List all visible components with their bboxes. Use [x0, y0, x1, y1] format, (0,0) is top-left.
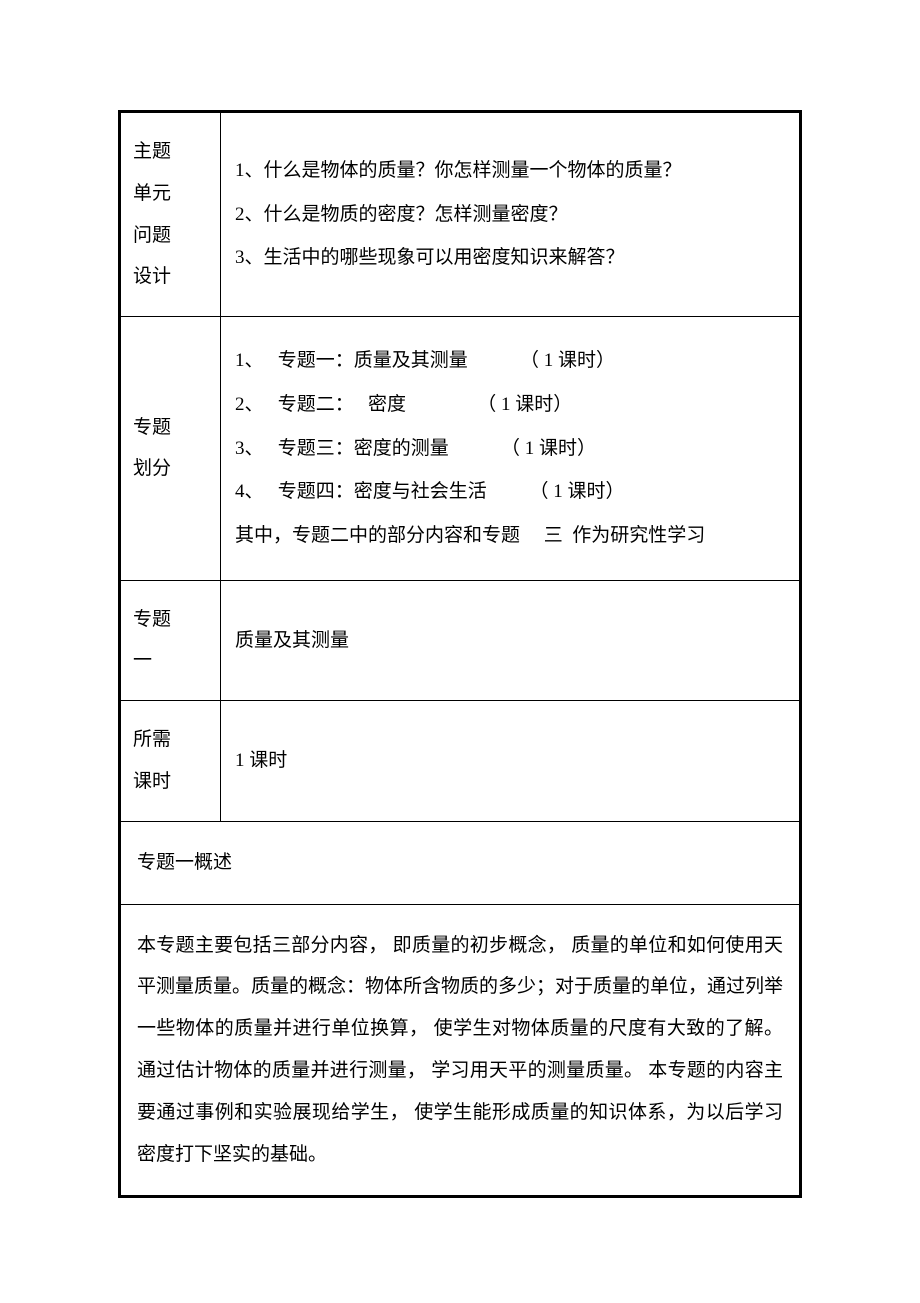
- row-unit-questions: 主题 单元 问题 设计 1、什么是物体的质量？你怎样测量一个物体的质量？ 2、什…: [121, 113, 799, 317]
- content-topic-one: 质量及其测量: [221, 581, 799, 701]
- label-text: 设计: [133, 256, 208, 298]
- label-text: 课时: [133, 761, 208, 803]
- question-item: 2、什么是物质的密度？怎样测量密度？: [235, 193, 781, 237]
- topic-item: 3、 专题三：密度的测量 （ 1 课时）: [235, 427, 781, 471]
- label-text: 所需: [133, 719, 208, 761]
- label-text: 专题: [133, 407, 208, 449]
- overview-body: 本专题主要包括三部分内容， 即质量的初步概念， 质量的单位和如何使用天平测量质量…: [121, 905, 799, 1196]
- topic-note: 其中，专题二中的部分内容和专题 三 作为研究性学习: [235, 514, 781, 558]
- topic-item: 2、 专题二： 密度 （ 1 课时）: [235, 383, 781, 427]
- row-overview-title: 专题一概述: [121, 822, 799, 905]
- question-item: 3、生活中的哪些现象可以用密度知识来解答？: [235, 236, 781, 280]
- label-unit-questions: 主题 单元 问题 设计: [121, 113, 221, 316]
- label-text: 主题: [133, 131, 208, 173]
- label-hours: 所需 课时: [121, 701, 221, 821]
- hours-value: 1 课时: [235, 739, 781, 783]
- label-text: 专题: [133, 599, 208, 641]
- content-topic-division: 1、 专题一：质量及其测量 （ 1 课时） 2、 专题二： 密度 （ 1 课时）…: [221, 317, 799, 579]
- question-item: 1、什么是物体的质量？你怎样测量一个物体的质量？: [235, 149, 781, 193]
- label-text: 划分: [133, 448, 208, 490]
- overview-title: 专题一概述: [121, 822, 799, 904]
- label-text: 一: [133, 640, 208, 682]
- row-topic-one: 专题 一 质量及其测量: [121, 581, 799, 702]
- topic-item: 4、 专题四：密度与社会生活 （ 1 课时）: [235, 470, 781, 514]
- content-unit-questions: 1、什么是物体的质量？你怎样测量一个物体的质量？ 2、什么是物质的密度？怎样测量…: [221, 113, 799, 316]
- row-topic-division: 专题 划分 1、 专题一：质量及其测量 （ 1 课时） 2、 专题二： 密度 （…: [121, 317, 799, 580]
- lesson-table: 主题 单元 问题 设计 1、什么是物体的质量？你怎样测量一个物体的质量？ 2、什…: [118, 110, 802, 1198]
- label-topic-division: 专题 划分: [121, 317, 221, 579]
- topic-item: 1、 专题一：质量及其测量 （ 1 课时）: [235, 339, 781, 383]
- label-text: 问题: [133, 215, 208, 257]
- row-hours: 所需 课时 1 课时: [121, 701, 799, 822]
- row-overview-body: 本专题主要包括三部分内容， 即质量的初步概念， 质量的单位和如何使用天平测量质量…: [121, 905, 799, 1196]
- topic-one-value: 质量及其测量: [235, 619, 781, 663]
- label-text: 单元: [133, 173, 208, 215]
- label-topic-one: 专题 一: [121, 581, 221, 701]
- content-hours: 1 课时: [221, 701, 799, 821]
